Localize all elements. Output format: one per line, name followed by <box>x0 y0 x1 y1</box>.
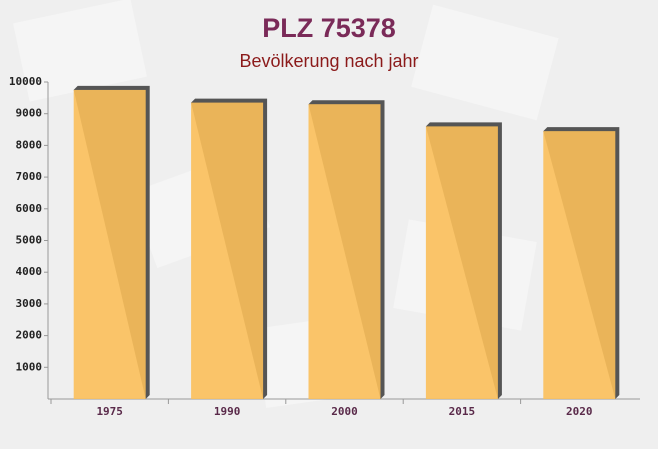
y-tick-label: 5000 <box>16 234 43 247</box>
x-tick-label: 2000 <box>331 405 358 418</box>
x-tick-label: 2020 <box>566 405 593 418</box>
y-tick-label: 8000 <box>16 138 43 151</box>
x-tick-label: 1990 <box>214 405 241 418</box>
y-tick-label: 2000 <box>16 329 43 342</box>
y-tick-label: 1000 <box>16 360 43 373</box>
x-tick-label: 1975 <box>96 405 123 418</box>
bar <box>73 89 146 400</box>
bar <box>308 104 381 399</box>
bar <box>191 102 264 399</box>
bar <box>425 126 498 399</box>
x-tick-label: 2015 <box>449 405 476 418</box>
y-tick-label: 6000 <box>16 202 43 215</box>
y-tick-label: 10000 <box>9 75 42 88</box>
y-tick-label: 3000 <box>16 297 43 310</box>
y-tick-label: 4000 <box>16 265 43 278</box>
y-tick-label: 9000 <box>16 107 43 120</box>
y-tick-label: 7000 <box>16 170 43 183</box>
bar <box>543 131 616 399</box>
chart-title: PLZ 75378 <box>262 13 396 43</box>
chart-subtitle: Bevölkerung nach jahr <box>239 51 418 71</box>
